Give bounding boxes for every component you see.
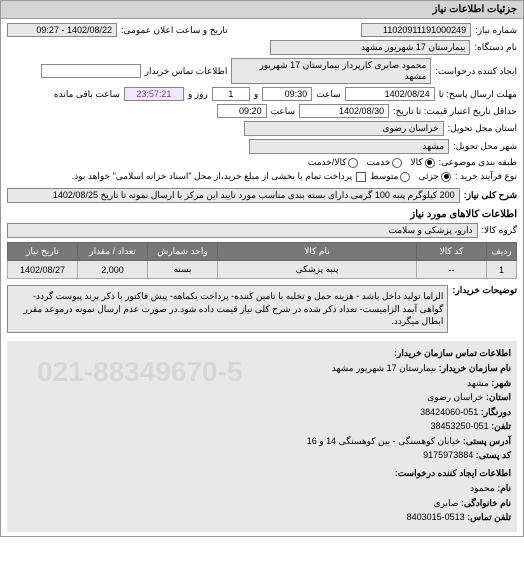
contact-info-label: اطلاعات تماس خریدار xyxy=(145,66,228,77)
phone-value: 051-38453250 xyxy=(431,421,489,431)
budget-row-label: طبقه بندی موضوعی: xyxy=(439,157,517,168)
radio-medium-label: متوسط xyxy=(370,171,398,182)
answer-deadline-date[interactable]: 1402/08/24 xyxy=(345,87,435,101)
radio-both[interactable]: کالا/خدمت xyxy=(308,157,359,168)
subject-radio-group: کالا خدمت کالا/خدمت xyxy=(308,157,435,168)
radio-medium[interactable]: متوسط xyxy=(370,171,410,182)
family-value: صابری xyxy=(434,498,459,508)
time-label-2: ساعت xyxy=(271,106,296,117)
province-value: خراسان رضوی xyxy=(244,121,444,136)
remaining-value: 23:57:21 xyxy=(124,87,184,101)
contact-info-value[interactable] xyxy=(41,64,141,78)
details-panel: جزئیات اطلاعات نیاز شماره نیاز: 11020911… xyxy=(0,0,524,537)
radio-service-label: خدمت xyxy=(366,157,390,168)
table-row[interactable]: 1 -- پنبه پزشکی بسته 2,000 1402/08/27 xyxy=(8,261,517,279)
fax-value: 051-38424060 xyxy=(420,407,478,417)
province-label: استان محل تحویل: xyxy=(448,123,517,134)
radio-service[interactable]: خدمت xyxy=(366,157,402,168)
time-label-1: ساعت xyxy=(316,89,341,100)
name-label: نام: xyxy=(497,483,511,493)
fax-label: دورنگار: xyxy=(481,407,511,417)
days-after-label: روز و xyxy=(188,89,208,100)
cell-unit: بسته xyxy=(148,261,218,279)
postal-value: 9175973884 xyxy=(423,450,473,460)
th-date: تاریخ نیاز xyxy=(8,243,78,261)
day-label: و xyxy=(254,89,258,100)
radio-both-label: کالا/خدمت xyxy=(308,157,347,168)
th-row: ردیف xyxy=(487,243,517,261)
table-header-row: ردیف کد کالا نام کالا واحد شمارش تعداد /… xyxy=(8,243,517,261)
treasury-checkbox[interactable] xyxy=(356,172,366,182)
contact-city-value: مشهد xyxy=(467,378,489,388)
th-code: کد کالا xyxy=(417,243,487,261)
cell-name: پنبه پزشکی xyxy=(218,261,417,279)
panel-title: جزئیات اطلاعات نیاز xyxy=(1,1,523,19)
radio-circle-icon xyxy=(400,172,410,182)
radio-circle-icon xyxy=(441,172,451,182)
city-value: مشهد xyxy=(249,139,449,154)
device-name-value: بیمارستان 17 شهریور مشهد xyxy=(270,40,470,55)
name-value: محمود xyxy=(470,483,495,493)
group-label: گروه کالا: xyxy=(482,225,517,236)
tel-value: 0513-8403015 xyxy=(407,512,465,522)
validity-label: حداقل تاریخ اعتبار قیمت: تا تاریخ: xyxy=(393,106,517,117)
purchase-type-label: نوع فرآیند خرید : xyxy=(455,171,517,182)
phone-label: تلفن: xyxy=(491,421,511,431)
radio-goods[interactable]: کالا xyxy=(410,157,434,168)
request-no-label: شماره نیاز: xyxy=(475,25,517,36)
th-qty: تعداد / مقدار xyxy=(78,243,148,261)
cell-qty: 2,000 xyxy=(78,261,148,279)
th-name: نام کالا xyxy=(218,243,417,261)
org-label: نام سازمان خریدار: xyxy=(439,363,511,373)
address-label: آدرس پستی: xyxy=(463,436,511,446)
public-announce-value: 1402/08/22 - 09:27 xyxy=(7,23,117,37)
creator-section-title: اطلاعات ایجاد کننده درخواست: xyxy=(13,467,511,481)
payment-note: پرداخت تمام یا بخشی از مبلغ خرید،از محل … xyxy=(72,171,352,182)
panel-body: شماره نیاز: 11020911191000249 تاریخ و سا… xyxy=(1,19,523,536)
buyer-notes-label: توضیحات خریدار: xyxy=(452,285,517,296)
org-value: بیمارستان 17 شهریور مشهد xyxy=(332,363,437,373)
city-label: شهر محل تحویل: xyxy=(453,141,517,152)
address-value: خیابان کوهسنگی - بین کوهسنگی 14 و 16 xyxy=(307,436,461,446)
remaining-after-label: ساعت باقی مانده xyxy=(54,89,120,100)
cell-date: 1402/08/27 xyxy=(8,261,78,279)
family-label: نام خانوادگی: xyxy=(461,498,511,508)
contact-section: 021-88349670-5 اطلاعات تماس سازمان خریدا… xyxy=(7,341,517,532)
validity-date[interactable]: 1402/08/30 xyxy=(299,104,389,118)
contact-province-label: استان: xyxy=(486,392,511,402)
cell-code: -- xyxy=(417,261,487,279)
items-table: ردیف کد کالا نام کالا واحد شمارش تعداد /… xyxy=(7,242,517,279)
answer-deadline-time[interactable]: 09:30 xyxy=(262,87,312,101)
validity-time[interactable]: 09:20 xyxy=(217,104,267,118)
radio-circle-icon xyxy=(425,158,435,168)
contact-province-value: خراسان رضوی xyxy=(427,392,483,402)
creator-label: ایجاد کننده درخواست: xyxy=(435,66,517,77)
days-value[interactable]: 1 xyxy=(212,87,250,101)
need-title-value: 200 کیلوگرم پنبه 100 گرمی دارای بسته بند… xyxy=(7,188,460,203)
public-announce-label: تاریخ و ساعت اعلان عمومی: xyxy=(121,25,228,36)
contact-section-title: اطلاعات تماس سازمان خریدار: xyxy=(13,347,511,361)
radio-goods-label: کالا xyxy=(410,157,422,168)
radio-circle-icon xyxy=(348,158,358,168)
radio-circle-icon xyxy=(392,158,402,168)
buyer-notes-value: الزاما تولید داخل باشد - هزینه حمل و تخل… xyxy=(7,285,448,333)
request-no-value: 11020911191000249 xyxy=(361,23,471,37)
answer-deadline-label: مهلت ارسال پاسخ: تا xyxy=(439,89,517,100)
purchase-type-radio-group: جزئی متوسط xyxy=(370,171,451,182)
items-section-title: اطلاعات کالاهای مورد نیاز xyxy=(7,209,517,220)
radio-small[interactable]: جزئی xyxy=(418,171,451,182)
contact-city-label: شهر: xyxy=(491,378,511,388)
group-value: دارو، پزشکی و سلامت xyxy=(7,223,478,238)
need-title-label: شرح کلی نیاز: xyxy=(464,190,517,201)
th-unit: واحد شمارش xyxy=(148,243,218,261)
tel-label: تلفن تماس: xyxy=(467,512,511,522)
creator-value: محمود صابری کارپرداز بیمارستان 17 شهریور… xyxy=(231,58,431,84)
cell-idx: 1 xyxy=(487,261,517,279)
radio-small-label: جزئی xyxy=(418,171,439,182)
device-name-label: نام دستگاه: xyxy=(474,42,517,53)
postal-label: کد پستی: xyxy=(476,450,511,460)
